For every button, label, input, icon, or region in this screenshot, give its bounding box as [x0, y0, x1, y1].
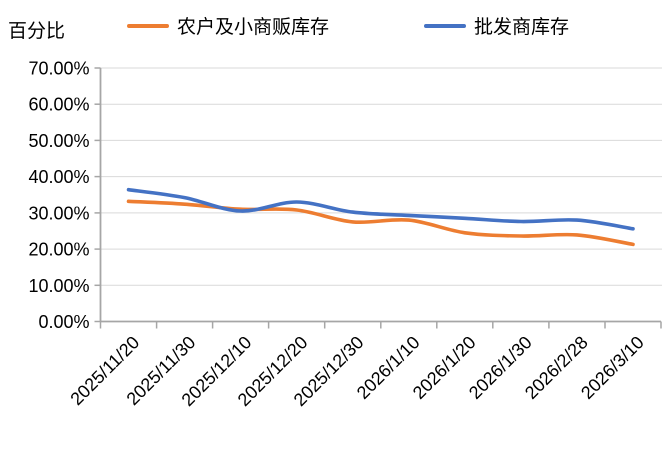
legend-label-wholesaler-inventory: 批发商库存	[474, 17, 570, 38]
y-tick-label: 0.00%	[38, 312, 89, 332]
chart-legend: 农户及小商贩库存 批发商库存	[127, 12, 569, 39]
y-tick-label: 60.00%	[28, 95, 89, 115]
y-tick-label: 20.00%	[28, 240, 89, 260]
legend-label-farmers-inventory: 农户及小商贩库存	[177, 17, 330, 38]
y-tick-label: 50.00%	[28, 131, 89, 151]
y-tick-label: 30.00%	[28, 203, 89, 223]
y-axis-title: 百分比	[8, 21, 66, 42]
legend-line-swatch-orange	[127, 23, 169, 28]
y-tick-label: 40.00%	[28, 167, 89, 187]
series-line-1	[126, 187, 635, 231]
y-tick-label: 10.00%	[28, 276, 89, 296]
y-tick-label: 70.00%	[28, 59, 89, 79]
legend-item-farmers-inventory: 农户及小商贩库存	[127, 12, 329, 39]
series-line-0	[126, 199, 635, 247]
legend-item-wholesaler-inventory: 批发商库存	[424, 12, 569, 39]
legend-line-swatch-blue	[424, 23, 467, 28]
